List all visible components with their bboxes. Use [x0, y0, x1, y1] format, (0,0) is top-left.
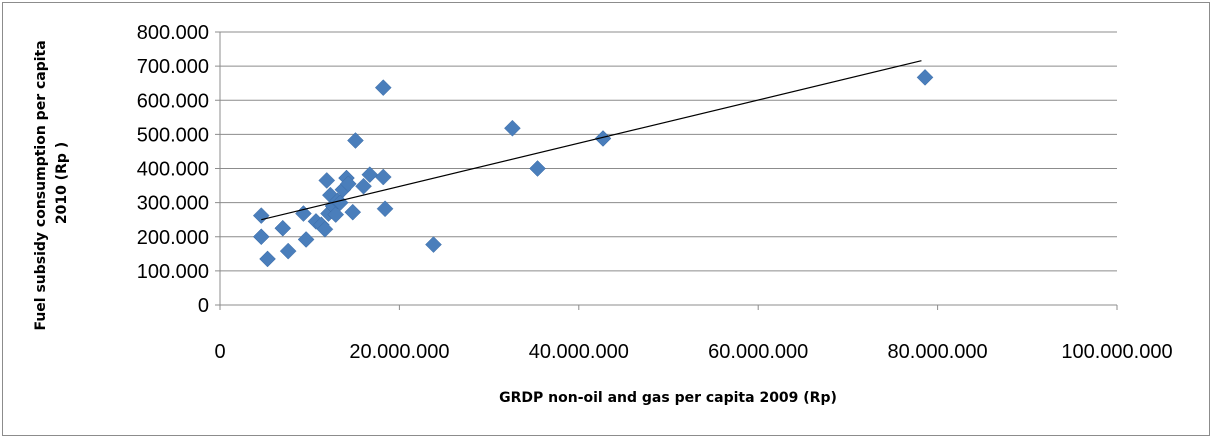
data-points [252, 69, 934, 268]
x-tick-label: 40.000.000 [529, 341, 629, 363]
data-point [355, 177, 372, 195]
data-point [374, 168, 392, 186]
scatter-chart: 0 100.000 200.000 300.000 400.000 500.000 600.… [33, 22, 1173, 406]
y-axis-title: Fuel subsidy consumption per capita 2010… [33, 35, 70, 330]
data-point [529, 160, 546, 177]
y-axis-title-line-1: Fuel subsidy consumption per capita [33, 40, 49, 330]
y-tick-label: 800.000 [137, 22, 209, 44]
x-axis-title: GRDP non-oil and gas per capita 2009 (Rp… [499, 390, 837, 406]
data-point [374, 79, 392, 96]
y-tick-label: 600.000 [137, 90, 209, 112]
data-point [344, 203, 362, 221]
y-tick-label: 100.000 [137, 261, 209, 283]
data-point [279, 242, 297, 260]
data-point [316, 220, 334, 238]
x-tick-labels: 0 20.000.000 40.000.000 60.000.000 80.000.00… [214, 341, 1172, 363]
axes [215, 31, 1118, 310]
data-point [327, 206, 345, 223]
data-point [259, 250, 276, 268]
y-tick-label: 0 [198, 295, 209, 317]
y-tick-label: 200.000 [137, 227, 209, 249]
y-tick-label: 700.000 [137, 56, 209, 78]
data-point [274, 219, 292, 237]
y-tick-label: 500.000 [137, 124, 209, 146]
y-tick-label: 300.000 [137, 193, 209, 215]
data-point [252, 207, 270, 224]
data-point [297, 231, 315, 248]
trendline-group [261, 60, 922, 221]
data-point [376, 200, 394, 218]
trendline [261, 60, 922, 221]
data-point [318, 172, 336, 189]
data-point [504, 119, 521, 137]
data-point [347, 132, 364, 149]
x-tick-label: 80.000.000 [888, 341, 988, 363]
y-tick-label: 400.000 [137, 159, 209, 181]
data-point [916, 69, 934, 86]
gridlines [220, 31, 1117, 272]
x-tick-label: 20.000.000 [349, 341, 449, 363]
x-tick-label: 60.000.000 [708, 341, 808, 363]
x-tick-label: 0 [214, 341, 225, 363]
data-point [425, 236, 442, 253]
y-axis-title-line-2: 2010 (Rp ) [54, 142, 70, 224]
x-tick-label: 100.000.000 [1061, 341, 1172, 363]
data-point [339, 175, 357, 193]
data-point [252, 228, 270, 246]
y-tick-labels: 0 100.000 200.000 300.000 400.000 500.000 600.… [137, 22, 209, 317]
data-point [361, 166, 379, 183]
